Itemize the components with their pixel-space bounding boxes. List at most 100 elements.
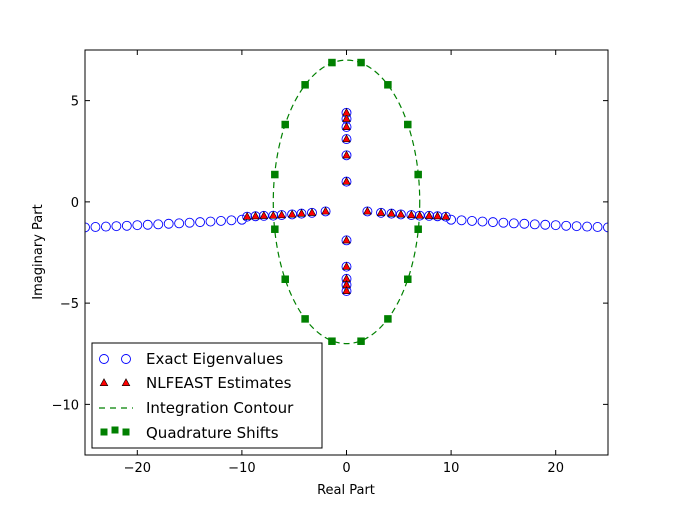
quadrature-shift-point bbox=[271, 170, 279, 179]
exact-eigenvalue-point bbox=[519, 218, 530, 229]
integration-contour bbox=[272, 59, 421, 345]
legend-marker-nlfeast bbox=[121, 378, 131, 387]
exact-eigenvalue-point bbox=[163, 218, 174, 229]
nlfeast-estimate-point bbox=[277, 210, 286, 219]
exact-eigenvalue-point bbox=[508, 218, 519, 229]
legend-label-nlfeast: NLFEAST Estimates bbox=[146, 374, 292, 392]
quadrature-shift-point bbox=[281, 120, 289, 129]
legend-marker-quadrature bbox=[111, 426, 119, 434]
exact-eigenvalue-point bbox=[205, 216, 216, 227]
nlfeast-estimate-point bbox=[287, 209, 297, 218]
exact-eigenvalue-point bbox=[477, 216, 488, 227]
x-tick-label: 10 bbox=[443, 461, 460, 476]
nlfeast-estimate-point bbox=[424, 211, 434, 219]
nlfeast-estimate-point bbox=[321, 206, 330, 215]
exact-eigenvalue-point bbox=[195, 217, 206, 228]
legend-label-contour: Integration Contour bbox=[146, 399, 294, 417]
legend-label-quadrature: Quadrature Shifts bbox=[146, 424, 279, 442]
exact-eigenvalue-point bbox=[153, 219, 164, 230]
nlfeast-estimate-point bbox=[433, 211, 442, 220]
quadrature-shift-point bbox=[414, 225, 422, 233]
legend-label-exact: Exact Eigenvalues bbox=[146, 350, 283, 368]
nlfeast-estimate-point bbox=[297, 208, 306, 217]
quadrature-shift-point bbox=[404, 120, 412, 129]
nlfeast-estimate-point bbox=[342, 122, 351, 130]
exact-eigenvalue-point bbox=[603, 222, 608, 233]
legend-marker-exact bbox=[121, 354, 131, 364]
x-tick-label: −20 bbox=[124, 461, 151, 476]
nlfeast-estimate-point bbox=[441, 211, 451, 220]
exact-eigenvalue-point bbox=[226, 215, 237, 226]
quadrature-shift-point bbox=[404, 275, 412, 283]
exact-eigenvalue-point bbox=[216, 215, 226, 226]
quadrature-shift-point bbox=[281, 275, 289, 283]
legend-marker-nlfeast bbox=[99, 378, 109, 387]
exact-eigenvalue-point bbox=[132, 220, 143, 231]
exact-eigenvalue-point bbox=[467, 215, 477, 226]
exact-eigenvalue-point bbox=[550, 220, 561, 231]
nlfeast-estimate-point bbox=[342, 114, 351, 122]
nlfeast-estimate-point bbox=[396, 209, 406, 218]
exact-eigenvalue-point bbox=[111, 221, 122, 232]
legend-marker-quadrature bbox=[122, 428, 130, 436]
exact-eigenvalue-point bbox=[236, 214, 247, 225]
nlfeast-estimate-point bbox=[342, 235, 351, 244]
exact-eigenvalue-point bbox=[85, 222, 90, 233]
exact-eigenvalue-point bbox=[561, 220, 572, 231]
y-tick-label: −10 bbox=[52, 398, 79, 413]
exact-eigenvalue-point bbox=[174, 218, 185, 229]
x-tick-label: 0 bbox=[342, 461, 350, 476]
nlfeast-estimate-point bbox=[376, 207, 386, 216]
nlfeast-estimate-point bbox=[342, 261, 351, 270]
contour-layer bbox=[272, 59, 421, 345]
exact-eigenvalue-point bbox=[540, 219, 551, 230]
exact-eigenvalue-point bbox=[529, 219, 540, 230]
quadrature-shift-point bbox=[328, 58, 336, 67]
nlfeast-estimate-point bbox=[251, 211, 260, 220]
x-tick-label: 20 bbox=[547, 461, 564, 476]
legend-marker-quadrature bbox=[100, 428, 108, 436]
exact-eigenvalue-point bbox=[582, 221, 593, 232]
exact-eigenvalue-point bbox=[571, 221, 582, 232]
quadrature-shift-point bbox=[301, 81, 309, 89]
quadrature-shift-point bbox=[271, 225, 279, 233]
marker-layer bbox=[85, 58, 608, 345]
exact-eigenvalue-point bbox=[184, 217, 195, 228]
legend: Exact Eigenvalues NLFEAST Estimates Inte… bbox=[91, 342, 323, 449]
nlfeast-estimate-point bbox=[342, 150, 351, 159]
quadrature-shift-point bbox=[328, 337, 336, 345]
nlfeast-estimate-point bbox=[407, 210, 416, 219]
nlfeast-estimate-point bbox=[363, 206, 372, 215]
nlfeast-estimate-point bbox=[268, 210, 278, 219]
y-axis-label: Imaginary Part bbox=[31, 204, 46, 299]
y-tick-label: 5 bbox=[71, 95, 79, 110]
quadrature-shift-point bbox=[384, 315, 392, 323]
quadrature-shift-point bbox=[384, 81, 392, 89]
exact-eigenvalue-point bbox=[446, 214, 457, 225]
quadrature-shift-point bbox=[414, 170, 422, 179]
x-axis-label: Real Part bbox=[317, 483, 375, 498]
nlfeast-estimate-point bbox=[242, 211, 252, 220]
exact-eigenvalue-point bbox=[90, 222, 101, 232]
nlfeast-estimate-point bbox=[387, 208, 396, 217]
nlfeast-estimate-point bbox=[342, 176, 351, 185]
exact-eigenvalue-point bbox=[487, 217, 498, 228]
quadrature-shift-point bbox=[301, 315, 309, 323]
legend-marker-exact bbox=[99, 354, 109, 364]
x-tick-label: −10 bbox=[228, 461, 255, 476]
nlfeast-estimate-point bbox=[342, 286, 351, 295]
exact-eigenvalue-point bbox=[100, 221, 111, 232]
nlfeast-estimate-point bbox=[415, 210, 425, 219]
quadrature-shift-point bbox=[357, 58, 365, 67]
quadrature-shift-point bbox=[357, 337, 365, 345]
legend-markers bbox=[99, 354, 133, 436]
exact-eigenvalue-point bbox=[498, 217, 509, 228]
nlfeast-estimate-point bbox=[307, 207, 317, 216]
nlfeast-estimate-point bbox=[342, 134, 351, 143]
tick-layer: −20 −10 0 10 20 5 0 −5 −10 bbox=[52, 50, 608, 476]
y-tick-label: 0 bbox=[71, 196, 79, 211]
nlfeast-estimate-point bbox=[259, 211, 269, 219]
exact-eigenvalue-point bbox=[142, 219, 153, 230]
nlfeast-estimate-point bbox=[342, 107, 351, 116]
